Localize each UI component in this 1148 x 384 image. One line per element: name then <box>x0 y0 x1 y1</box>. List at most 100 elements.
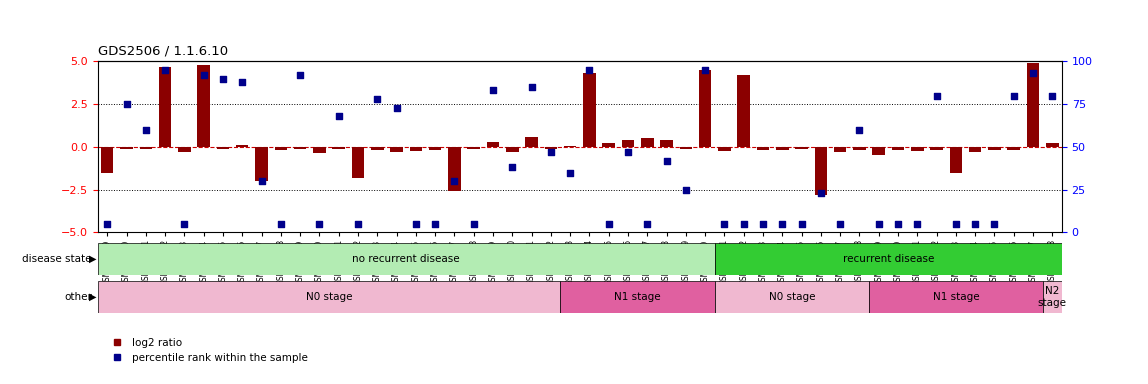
Bar <box>680 147 692 149</box>
Bar <box>796 147 808 149</box>
Bar <box>1042 281 1062 313</box>
Bar <box>776 147 789 150</box>
Bar <box>815 147 827 195</box>
Text: N1 stage: N1 stage <box>614 292 661 302</box>
Bar <box>853 147 866 150</box>
Bar <box>737 75 750 147</box>
Point <box>349 221 367 227</box>
Text: other: other <box>64 292 92 302</box>
Bar <box>526 137 537 147</box>
Point <box>233 79 251 85</box>
Bar <box>949 147 962 172</box>
Bar <box>98 243 715 275</box>
Point <box>369 96 387 102</box>
Point <box>290 72 309 78</box>
Point <box>812 190 830 196</box>
Point <box>329 113 348 119</box>
Bar <box>98 281 560 313</box>
Bar <box>560 281 715 313</box>
Bar <box>1046 144 1058 147</box>
Point <box>117 101 135 107</box>
Point <box>253 178 271 184</box>
Bar <box>872 147 885 156</box>
Point <box>445 178 464 184</box>
Bar <box>274 147 287 150</box>
Text: no recurrent disease: no recurrent disease <box>352 254 460 264</box>
Point <box>98 221 116 227</box>
Text: GDS2506 / 1.1.6.10: GDS2506 / 1.1.6.10 <box>98 45 227 58</box>
Bar <box>487 142 499 147</box>
Point <box>831 221 850 227</box>
Bar <box>390 147 403 152</box>
Bar <box>217 147 230 149</box>
Bar <box>912 147 923 151</box>
Bar <box>506 147 519 152</box>
Bar <box>101 147 114 172</box>
Point <box>696 67 714 73</box>
Point <box>387 104 405 111</box>
Point <box>406 221 425 227</box>
Bar <box>603 144 615 147</box>
Bar <box>699 70 712 147</box>
Point <box>792 221 810 227</box>
Bar <box>969 147 982 152</box>
Point <box>1044 93 1062 99</box>
Point <box>156 67 174 73</box>
Text: disease state: disease state <box>22 254 92 264</box>
Bar <box>930 147 943 150</box>
Bar <box>313 147 326 153</box>
Point <box>947 221 965 227</box>
Point <box>599 221 618 227</box>
Point <box>214 75 232 81</box>
Point <box>194 72 212 78</box>
Bar <box>294 147 307 149</box>
Bar <box>660 140 673 147</box>
Bar <box>869 281 1042 313</box>
Point <box>310 221 328 227</box>
Bar <box>429 147 441 150</box>
Bar <box>140 147 152 149</box>
Point <box>869 221 887 227</box>
Bar <box>622 140 634 147</box>
Point <box>542 149 560 155</box>
Text: N0 stage: N0 stage <box>305 292 352 302</box>
Point <box>176 221 194 227</box>
Bar <box>178 147 191 152</box>
Bar <box>715 243 1062 275</box>
Point <box>465 221 483 227</box>
Point <box>715 221 734 227</box>
Bar <box>158 66 171 147</box>
Bar <box>988 147 1001 150</box>
Point <box>638 221 657 227</box>
Text: recurrent disease: recurrent disease <box>843 254 934 264</box>
Bar <box>833 147 846 152</box>
Point <box>272 221 290 227</box>
Text: ▶: ▶ <box>88 292 96 302</box>
Point <box>658 157 676 164</box>
Point <box>503 164 521 170</box>
Point <box>985 221 1003 227</box>
Point <box>735 221 753 227</box>
Bar <box>1026 63 1039 147</box>
Point <box>889 221 907 227</box>
Bar <box>255 147 267 181</box>
Bar <box>371 147 383 150</box>
Text: N1 stage: N1 stage <box>932 292 979 302</box>
Point <box>580 67 598 73</box>
Bar <box>467 147 480 149</box>
Point <box>965 221 984 227</box>
Point <box>754 221 773 227</box>
Point <box>1004 93 1023 99</box>
Point <box>561 169 580 175</box>
Bar <box>719 147 730 151</box>
Bar <box>892 147 905 150</box>
Bar <box>564 146 576 147</box>
Bar <box>197 65 210 147</box>
Bar <box>641 138 653 147</box>
Bar <box>583 73 596 147</box>
Bar <box>757 147 769 150</box>
Point <box>522 84 541 90</box>
Text: N2
stage: N2 stage <box>1038 286 1066 308</box>
Bar <box>448 147 460 191</box>
Legend: log2 ratio, percentile rank within the sample: log2 ratio, percentile rank within the s… <box>103 334 312 367</box>
